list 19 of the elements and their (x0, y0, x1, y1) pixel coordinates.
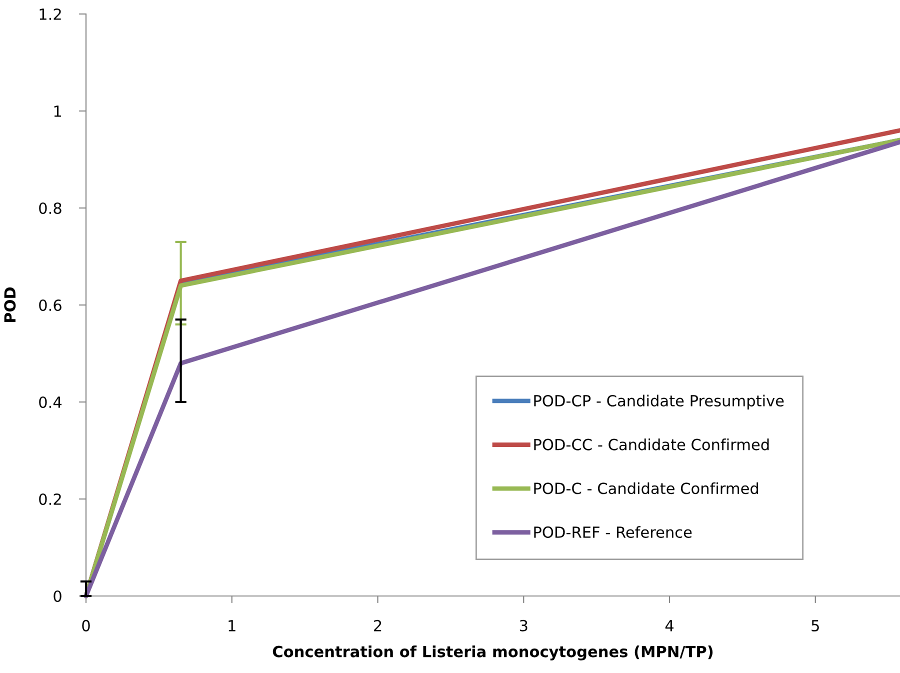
y-tick-label: 0.8 (39, 202, 62, 214)
legend-label: POD-CC - Candidate Confirmed (534, 438, 769, 450)
y-axis-title: POD (4, 287, 16, 322)
x-tick-label: 5 (812, 620, 819, 632)
y-tick-label: 1.2 (40, 8, 61, 20)
y-tick-label: 0.2 (39, 493, 61, 506)
y-tick-label: 0.6 (39, 299, 62, 312)
legend-label: POD-C - Candidate Confirmed (534, 482, 758, 494)
x-tick-label: 3 (520, 620, 528, 632)
y-tick-label: 0 (54, 590, 62, 602)
y-tick-label: 1 (54, 106, 61, 117)
legend-label: POD-REF - Reference (534, 526, 692, 538)
y-tick-label: 0.4 (39, 396, 62, 408)
x-axis-title: Concentration of Listeria monocytogenes (MPN/TP) (272, 646, 713, 660)
x-tick-label: 1 (228, 620, 236, 632)
x-tick-label: 4 (665, 620, 674, 632)
x-tick-label: 0 (82, 620, 90, 632)
legend-label: POD-CP - Candidate Presumptive (534, 394, 784, 410)
x-tick-label: 2 (374, 620, 382, 632)
